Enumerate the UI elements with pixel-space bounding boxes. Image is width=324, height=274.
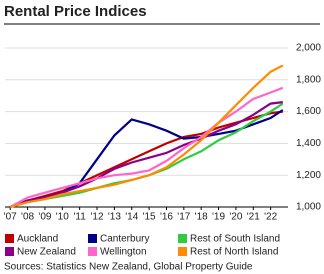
y-tick-label: 1,000 (296, 202, 321, 213)
legend-swatch (178, 247, 187, 256)
legend-label: New Zealand (17, 247, 76, 258)
series-line (9, 86, 284, 208)
x-tick-label: '17 (177, 212, 190, 223)
legend-label: Auckland (17, 234, 58, 245)
series-line (9, 64, 284, 209)
x-tick-label: '15 (143, 212, 156, 223)
series-line (9, 101, 283, 209)
x-tick-label: '09 (38, 212, 51, 223)
x-tick-label: '20 (229, 212, 242, 223)
legend-label: Canterbury (100, 234, 149, 245)
y-tick-label: 1,400 (296, 138, 321, 149)
y-tick-label: 1,800 (296, 74, 321, 85)
x-tick-label: '07 (4, 212, 17, 223)
x-tick-label: '14 (125, 212, 138, 223)
x-tick-label: '12 (90, 212, 103, 223)
legend-swatch (5, 247, 14, 256)
legend-label: Rest of South Island (190, 234, 280, 245)
x-tick-label: '11 (74, 212, 87, 223)
legend-swatch (178, 234, 187, 243)
x-tick-label: '10 (56, 212, 69, 223)
x-tick-label: '21 (247, 212, 260, 223)
y-tick-label: 1,600 (296, 106, 321, 117)
y-tick-label: 1,200 (296, 170, 321, 181)
y-tick-label: 2,000 (296, 43, 321, 54)
x-tick-label: '16 (160, 212, 173, 223)
legend-swatch (88, 247, 97, 256)
x-tick-label: '13 (108, 212, 121, 223)
legend-swatch (88, 234, 97, 243)
x-tick-label: '22 (264, 212, 277, 223)
legend-swatch (5, 234, 14, 243)
legend-label: Rest of North Island (190, 247, 278, 258)
chart-title: Rental Price Indices (4, 3, 147, 20)
x-tick-label: '19 (212, 212, 225, 223)
x-tick-label: '08 (21, 212, 34, 223)
source: Sources: Statistics New Zealand, Global … (4, 262, 253, 273)
x-tick-label: '18 (195, 212, 208, 223)
legend-label: Wellington (100, 247, 147, 258)
